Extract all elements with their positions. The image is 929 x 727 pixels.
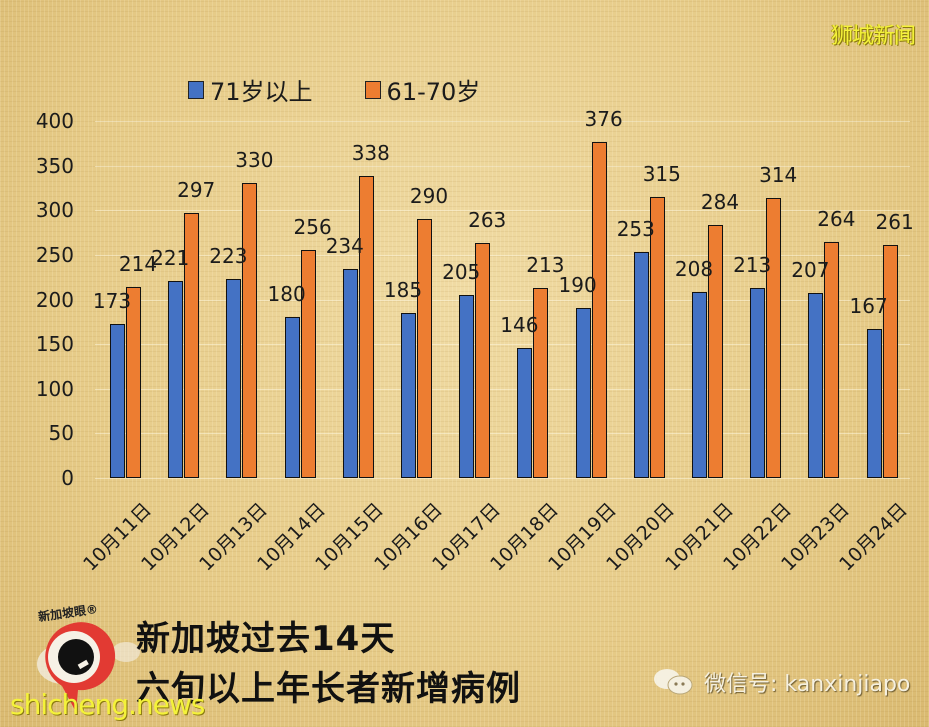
bar-61-70 xyxy=(591,142,607,478)
data-label-71-plus: 185 xyxy=(383,277,423,302)
chart-legend: 71岁以上 61-70岁 xyxy=(188,72,480,107)
bar-61-70 xyxy=(708,224,723,478)
data-label-71-plus: 167 xyxy=(849,293,888,318)
y-axis-tick-label: 0 xyxy=(61,466,74,490)
y-axis-tick-label: 300 xyxy=(35,198,74,223)
data-label-61-70: 315 xyxy=(642,161,681,186)
bar-71-plus xyxy=(692,292,707,478)
wechat-id-text: 微信号: kanxinjiapo xyxy=(704,672,911,697)
bar-71-plus xyxy=(866,328,882,478)
data-label-61-70: 256 xyxy=(293,214,332,239)
data-label-71-plus: 221 xyxy=(151,245,190,270)
bar-71-plus xyxy=(575,308,591,478)
legend-label: 61-70岁 xyxy=(386,78,481,106)
data-label-61-70: 263 xyxy=(468,208,507,233)
bar-61-70 xyxy=(475,243,491,478)
y-axis-tick-label: 250 xyxy=(35,242,74,267)
data-label-61-70: 264 xyxy=(817,207,856,232)
bar-71-plus xyxy=(168,280,184,478)
gridline xyxy=(95,210,910,212)
brand-watermark: 狮城新闻 xyxy=(830,24,916,49)
bar-61-70 xyxy=(824,242,840,478)
wechat-id: 微信号: kanxinjiapo xyxy=(652,666,910,698)
y-axis-tick-label: 100 xyxy=(35,376,74,401)
bar-61-70 xyxy=(533,287,549,478)
bar-61-70 xyxy=(126,287,141,478)
y-axis-tick-label: 50 xyxy=(48,421,74,446)
y-axis-tick-label: 400 xyxy=(35,109,74,133)
data-label-61-70: 297 xyxy=(177,177,216,202)
y-axis-tick-label: 200 xyxy=(35,287,74,312)
data-label-71-plus: 205 xyxy=(442,260,481,285)
bar-71-plus xyxy=(401,312,416,478)
data-label-61-70: 213 xyxy=(526,252,565,277)
bar-71-plus xyxy=(284,317,300,478)
bar-61-70 xyxy=(649,196,665,478)
data-label-71-plus: 173 xyxy=(92,288,132,313)
title-line-2: 六旬以上年长者新增病例 xyxy=(136,669,521,709)
bar-chart: 0 50 100 150 200 250 300 350 400 173 214 10月11日 221 2… xyxy=(35,107,914,575)
data-label-71-plus: 223 xyxy=(209,243,248,268)
data-label-71-plus: 190 xyxy=(558,273,597,298)
data-label-71-plus: 146 xyxy=(500,312,539,337)
gridline xyxy=(95,433,910,435)
chart-title: 新加坡过去14天 六旬以上年长者新增病例 xyxy=(136,614,521,714)
data-label-61-70: 338 xyxy=(351,141,390,166)
y-axis-tick-label: 150 xyxy=(35,332,74,357)
wechat-icon xyxy=(654,669,693,695)
gridline xyxy=(95,478,910,479)
data-label-61-70: 284 xyxy=(700,189,740,214)
gridline xyxy=(95,299,910,301)
legend-swatch-orange xyxy=(364,80,381,99)
y-axis-tick-label: 350 xyxy=(35,153,74,178)
data-label-61-70: 261 xyxy=(875,210,914,235)
data-label-71-plus: 207 xyxy=(791,258,830,283)
bar-71-plus xyxy=(750,287,766,478)
bar-61-70 xyxy=(882,245,898,478)
data-label-61-70: 330 xyxy=(235,148,274,173)
legend-label: 71岁以上 xyxy=(210,78,313,106)
data-label-71-plus: 213 xyxy=(733,252,772,277)
data-label-71-plus: 180 xyxy=(267,282,306,307)
bar-61-70 xyxy=(417,219,432,478)
data-label-71-plus: 208 xyxy=(674,257,714,282)
bar-71-plus xyxy=(110,323,125,478)
legend-item-61-70: 61-70岁 xyxy=(364,72,481,107)
bar-61-70 xyxy=(300,249,316,478)
bar-71-plus xyxy=(517,347,533,478)
gridline xyxy=(95,344,910,346)
bar-61-70 xyxy=(242,183,258,478)
data-label-61-70: 214 xyxy=(118,252,158,276)
bar-71-plus xyxy=(342,269,358,478)
legend-item-71-plus: 71岁以上 xyxy=(188,72,313,107)
data-label-61-70: 376 xyxy=(584,107,623,132)
data-label-61-70: 314 xyxy=(759,162,798,187)
bar-71-plus xyxy=(226,278,242,478)
data-label-61-70: 290 xyxy=(409,184,449,209)
logo-eye-icon xyxy=(37,622,140,712)
bar-61-70 xyxy=(766,197,782,478)
bar-61-70 xyxy=(184,212,200,478)
title-line-1: 新加坡过去14天 xyxy=(136,619,396,659)
gridline xyxy=(95,165,910,167)
bar-71-plus xyxy=(808,293,824,478)
bar-71-plus xyxy=(459,295,475,478)
data-label-71-plus: 253 xyxy=(616,217,655,242)
gridline xyxy=(95,121,910,122)
bar-71-plus xyxy=(633,252,649,478)
site-watermark: shicheng.news xyxy=(10,688,205,721)
gridline xyxy=(95,388,910,390)
legend-swatch-blue xyxy=(188,80,204,99)
gridline xyxy=(95,254,910,256)
data-label-71-plus: 234 xyxy=(325,234,364,259)
bar-61-70 xyxy=(358,176,374,478)
